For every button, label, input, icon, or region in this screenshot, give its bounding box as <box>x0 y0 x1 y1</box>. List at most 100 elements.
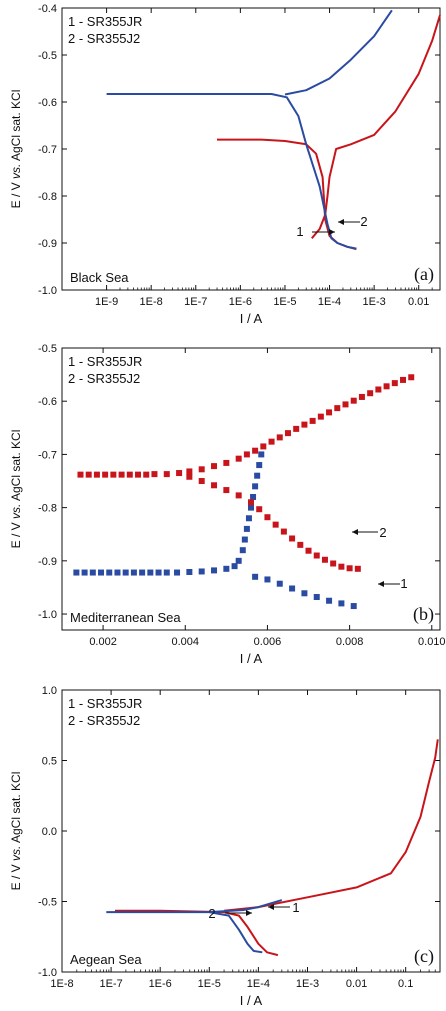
data-point <box>174 569 181 576</box>
data-point <box>301 590 308 597</box>
x-tick-label: 1E-3 <box>363 296 386 308</box>
data-point <box>93 471 100 478</box>
curve-annotation: 1 <box>296 224 303 239</box>
data-point <box>248 499 254 506</box>
x-tick-label: 1E-5 <box>273 296 296 308</box>
data-point <box>163 569 170 576</box>
y-axis-title-part: E / V <box>9 861 23 890</box>
x-tick-label: 1E-4 <box>318 296 341 308</box>
y-tick-label: -1.0 <box>38 285 57 297</box>
data-point <box>252 483 259 490</box>
data-point <box>326 409 333 416</box>
region-label: Mediterranean Sea <box>70 610 181 625</box>
data-point <box>122 569 129 576</box>
series-line <box>217 138 357 251</box>
x-tick-label: 0.008 <box>336 636 364 648</box>
data-point <box>350 397 357 404</box>
x-tick-label: 1E-7 <box>184 296 207 308</box>
legend-entry: 2 - SR355J2 <box>68 713 140 728</box>
data-point <box>143 471 150 478</box>
data-point <box>163 471 170 478</box>
data-point <box>375 386 382 393</box>
y-tick-label: 0.5 <box>42 756 57 768</box>
data-point <box>313 552 320 559</box>
chart-panel-b: 0.002 0.004 0.006 0.008 0.010 -0.5 -0.6 -0.7 -0.… <box>9 343 446 666</box>
data-point <box>223 565 230 572</box>
y-axis-title-italic: vs. <box>9 164 23 179</box>
curve-annotation: 1 <box>292 900 299 915</box>
data-point <box>243 525 250 532</box>
data-point <box>248 504 254 511</box>
legend-entry: 1 - SR355JR <box>68 354 142 369</box>
data-point <box>241 536 248 543</box>
y-tick-label: -0.6 <box>38 97 57 109</box>
panel-label: (a) <box>414 264 434 285</box>
data-point <box>264 514 271 521</box>
x-tick-label: 0.006 <box>254 636 282 648</box>
y-axis-title: E / V vs. AgCl sat. KCl <box>9 430 23 549</box>
data-point <box>176 470 183 477</box>
data-point <box>106 569 113 576</box>
data-point <box>186 473 193 480</box>
y-tick-label: -0.4 <box>38 3 57 15</box>
curve-annotation: 2 <box>208 906 215 921</box>
x-tick-label: 1E-4 <box>247 978 270 990</box>
x-axis-title: I / A <box>240 311 263 326</box>
series-line <box>223 739 439 912</box>
data-point <box>321 556 328 563</box>
data-point <box>147 569 154 576</box>
arrow-head <box>246 910 252 916</box>
legend-entry: 1 - SR355JR <box>68 14 142 29</box>
y-axis-title-part: AgCl sat. KCl <box>9 430 23 504</box>
region-label: Aegean Sea <box>70 952 142 967</box>
data-point <box>383 383 390 390</box>
x-tick-label: 1E-6 <box>149 978 172 990</box>
y-axis-title-italic: vs. <box>9 846 23 861</box>
series-line <box>311 14 441 239</box>
data-point <box>256 462 263 469</box>
data-point <box>155 569 162 576</box>
y-axis-title: E / V vs. AgCl sat. KCl <box>9 90 23 209</box>
y-tick-label: -0.5 <box>38 897 57 909</box>
data-point <box>245 515 252 522</box>
data-point <box>309 417 316 424</box>
plot-frame <box>61 7 441 291</box>
y-tick-label: -1.0 <box>38 609 57 621</box>
panel-label: (c) <box>414 946 434 967</box>
data-point <box>289 585 296 592</box>
x-tick-label: 1E-6 <box>229 296 252 308</box>
data-point <box>252 447 259 454</box>
y-tick-label: -0.8 <box>38 503 57 515</box>
data-point <box>243 451 250 458</box>
curve-annotation: 2 <box>360 214 367 229</box>
series-line <box>284 9 393 96</box>
data-point <box>354 565 361 572</box>
data-point <box>98 569 105 576</box>
x-tick-label: 0.004 <box>171 636 199 648</box>
data-point <box>186 569 193 576</box>
data-point <box>223 487 230 494</box>
data-point <box>198 478 205 485</box>
x-tick-label: 0.002 <box>89 636 117 648</box>
data-point <box>130 569 137 576</box>
data-point <box>235 492 242 499</box>
y-tick-label: -0.7 <box>38 449 57 461</box>
data-point <box>258 451 265 458</box>
data-point <box>186 468 193 475</box>
data-point <box>338 563 345 570</box>
data-point <box>256 506 263 513</box>
data-point <box>102 471 109 478</box>
data-point <box>235 455 242 462</box>
x-tick-label: 1E-8 <box>140 296 163 308</box>
x-tick-label: 1E-5 <box>198 978 221 990</box>
data-point <box>293 425 300 432</box>
data-point <box>231 563 238 570</box>
data-point <box>73 569 80 576</box>
data-point <box>313 594 320 601</box>
x-tick-label: 1E-7 <box>99 978 122 990</box>
y-tick-label: -0.5 <box>38 343 57 355</box>
series-line <box>106 93 357 250</box>
plot-frame <box>61 347 441 631</box>
curve-annotation: 1 <box>400 576 407 591</box>
